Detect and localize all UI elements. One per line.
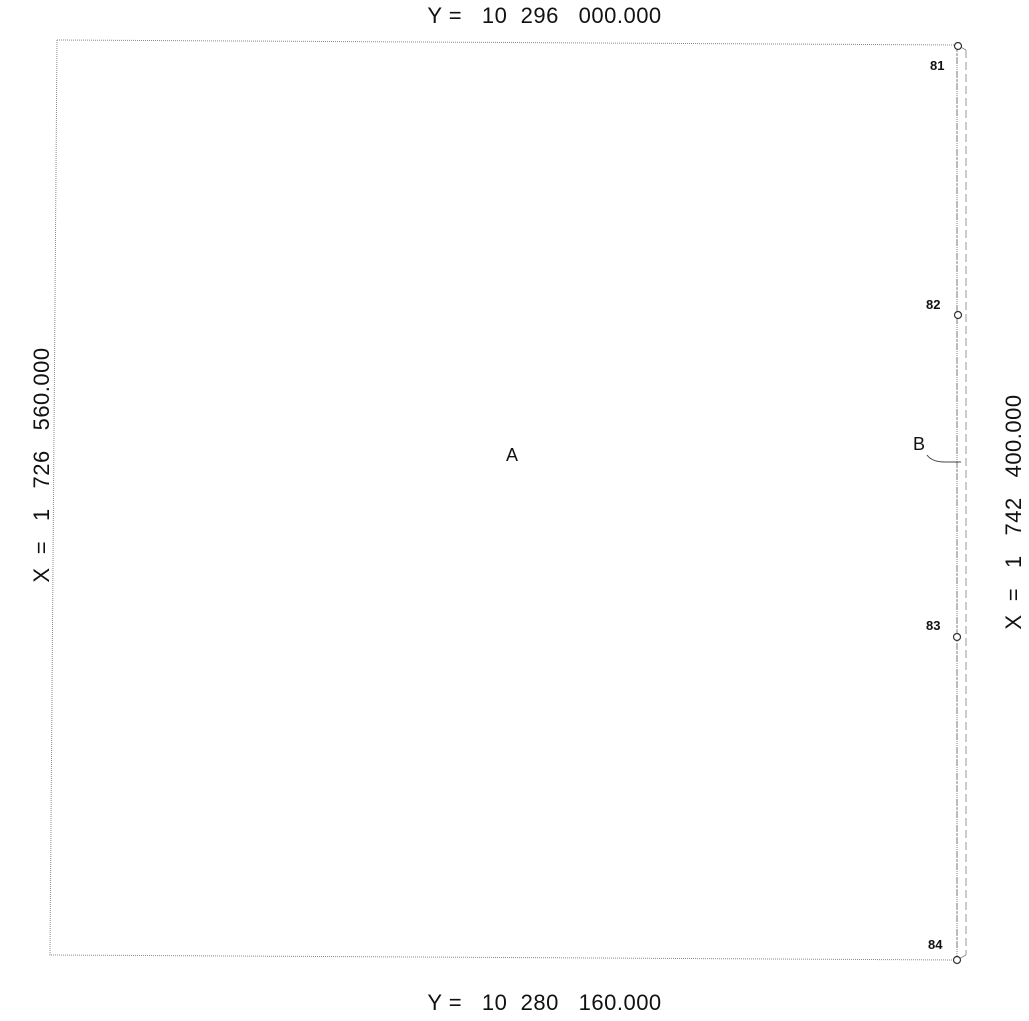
label-b-leader [926,454,961,463]
marker-84-point [952,955,962,965]
marker-83-point [952,632,962,642]
marker-83-label: 83 [926,618,941,633]
area-b-label: B [913,434,926,454]
marker-81-label: 81 [930,58,945,73]
bottom-coordinate-label: Y = 10 280 160.000 [427,990,662,1015]
area-a-label: A [506,445,519,465]
top-coordinate-label: Y = 10 296 000.000 [427,3,662,28]
area-a-boundary [49,39,958,961]
marker-84-label: 84 [928,937,943,952]
marker-82-label: 82 [926,297,941,312]
marker-82-point [953,310,963,320]
marker-81-point [953,41,963,51]
